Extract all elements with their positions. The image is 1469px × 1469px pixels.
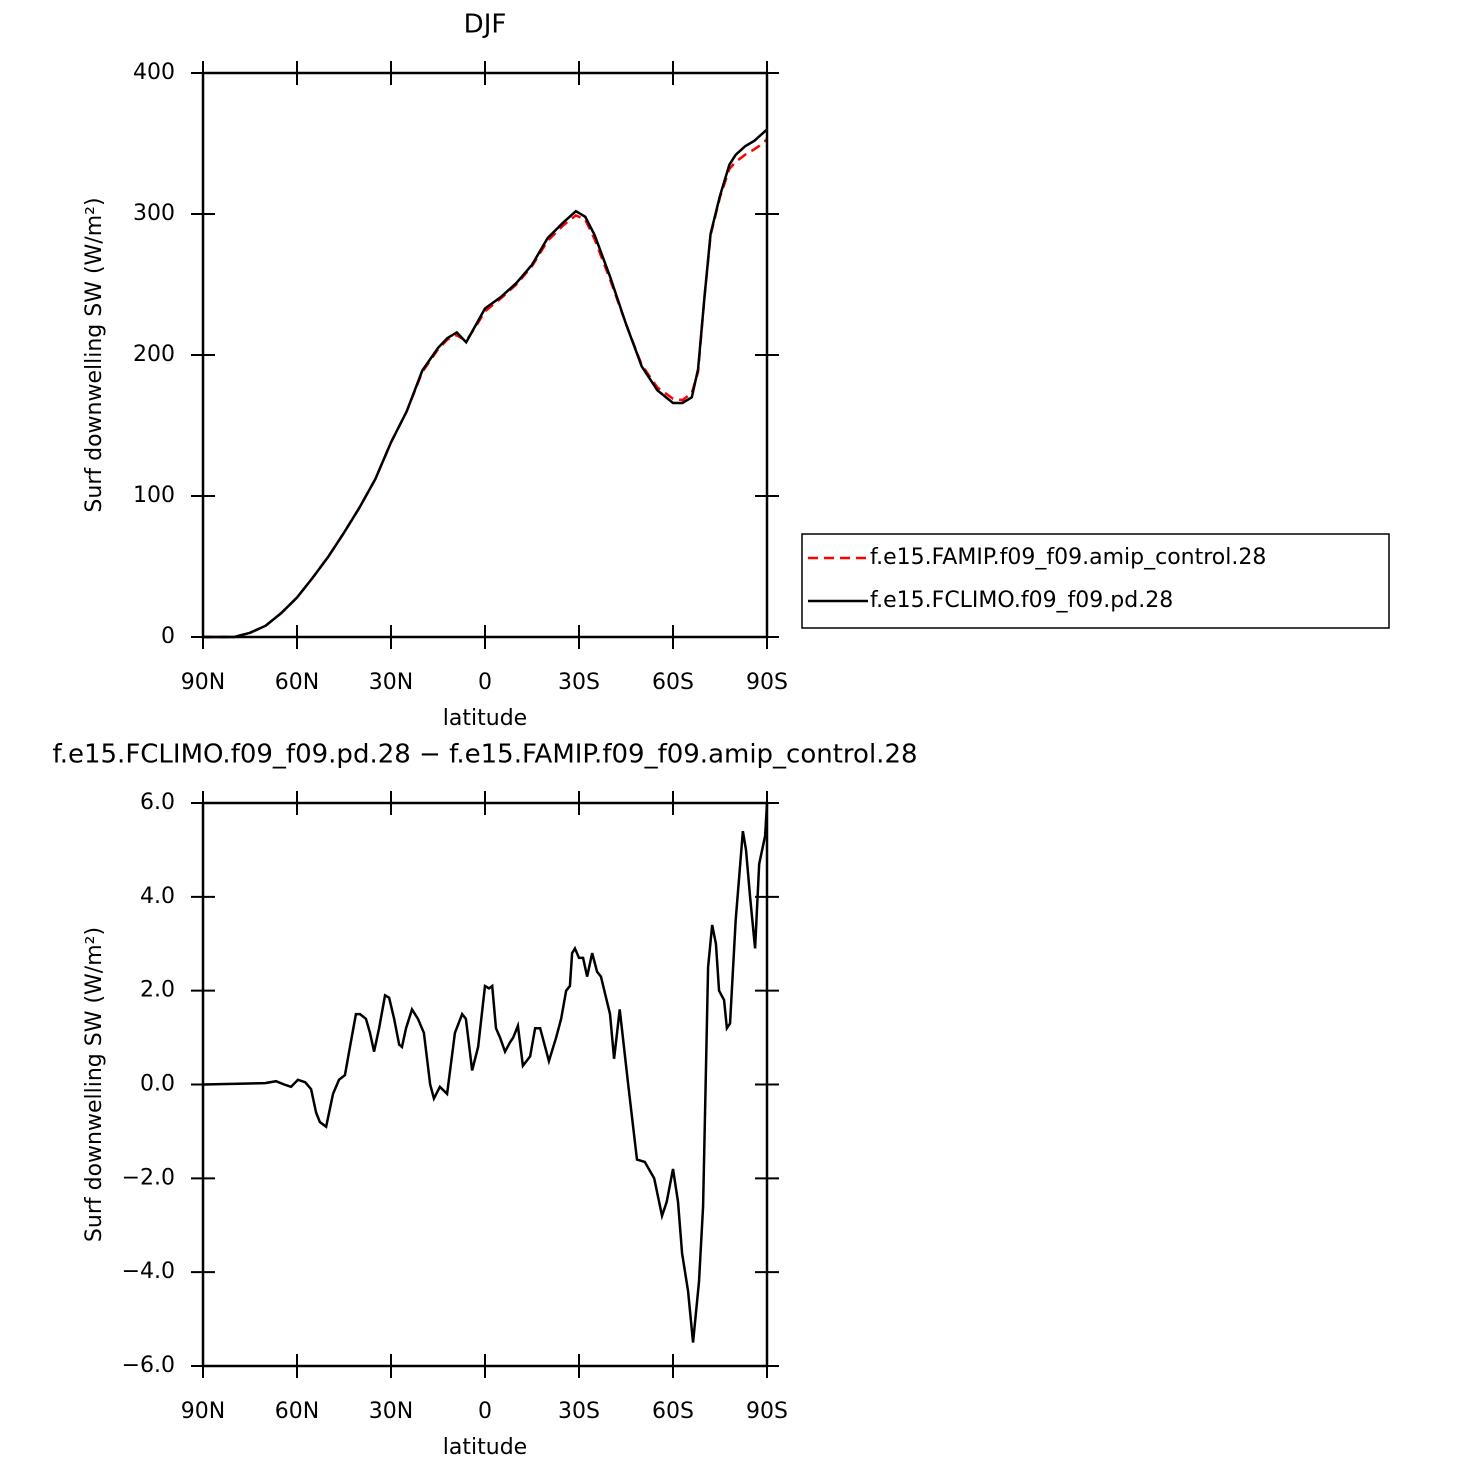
y-tick-label: 6.0: [140, 790, 175, 815]
plot-frame: [201, 801, 769, 1368]
x-axis-label: latitude: [443, 706, 527, 731]
y-tick-label: 100: [133, 483, 175, 508]
chart-title: DJF: [464, 10, 507, 40]
legend-label: f.e15.FAMIP.f09_f09.amip_control.28: [870, 545, 1266, 570]
y-tick-label: 300: [133, 201, 175, 226]
x-tick-label: 30N: [369, 670, 413, 695]
plot-frame: [201, 71, 769, 639]
chart-title: f.e15.FCLIMO.f09_f09.pd.28 − f.e15.FAMIP…: [52, 740, 917, 770]
y-tick-label: −2.0: [122, 1165, 175, 1190]
y-tick-label: 200: [133, 342, 175, 367]
x-tick-label: 60S: [652, 670, 694, 695]
x-tick-label: 0: [478, 670, 492, 695]
y-tick-label: 2.0: [140, 978, 175, 1003]
x-tick-label: 60N: [275, 1399, 319, 1424]
x-tick-label: 90S: [746, 1399, 788, 1424]
x-tick-label: 90N: [181, 1399, 225, 1424]
x-tick-label: 0: [478, 1399, 492, 1424]
y-axis-label: Surf downwelling SW (W/m²): [82, 927, 107, 1242]
x-tick-label: 60S: [652, 1399, 694, 1424]
y-axis-label: Surf downwelling SW (W/m²): [82, 197, 107, 512]
x-tick-label: 90S: [746, 670, 788, 695]
y-tick-label: −6.0: [122, 1353, 175, 1378]
x-tick-label: 90N: [181, 670, 225, 695]
y-tick-label: 0.0: [140, 1072, 175, 1097]
data-line: [203, 128, 768, 639]
data-line: [203, 138, 768, 639]
y-tick-label: 0: [161, 624, 175, 649]
y-tick-label: −4.0: [122, 1259, 175, 1284]
x-tick-label: 30S: [558, 1399, 600, 1424]
x-tick-label: 60N: [275, 670, 319, 695]
x-tick-label: 30S: [558, 670, 600, 695]
y-tick-label: 4.0: [140, 884, 175, 909]
x-axis-label: latitude: [443, 1435, 527, 1460]
legend-label: f.e15.FCLIMO.f09_f09.pd.28: [870, 588, 1173, 613]
y-tick-label: 400: [133, 60, 175, 85]
x-tick-label: 30N: [369, 1399, 413, 1424]
data-line: [202, 802, 769, 1343]
legend-box: [801, 533, 1390, 629]
